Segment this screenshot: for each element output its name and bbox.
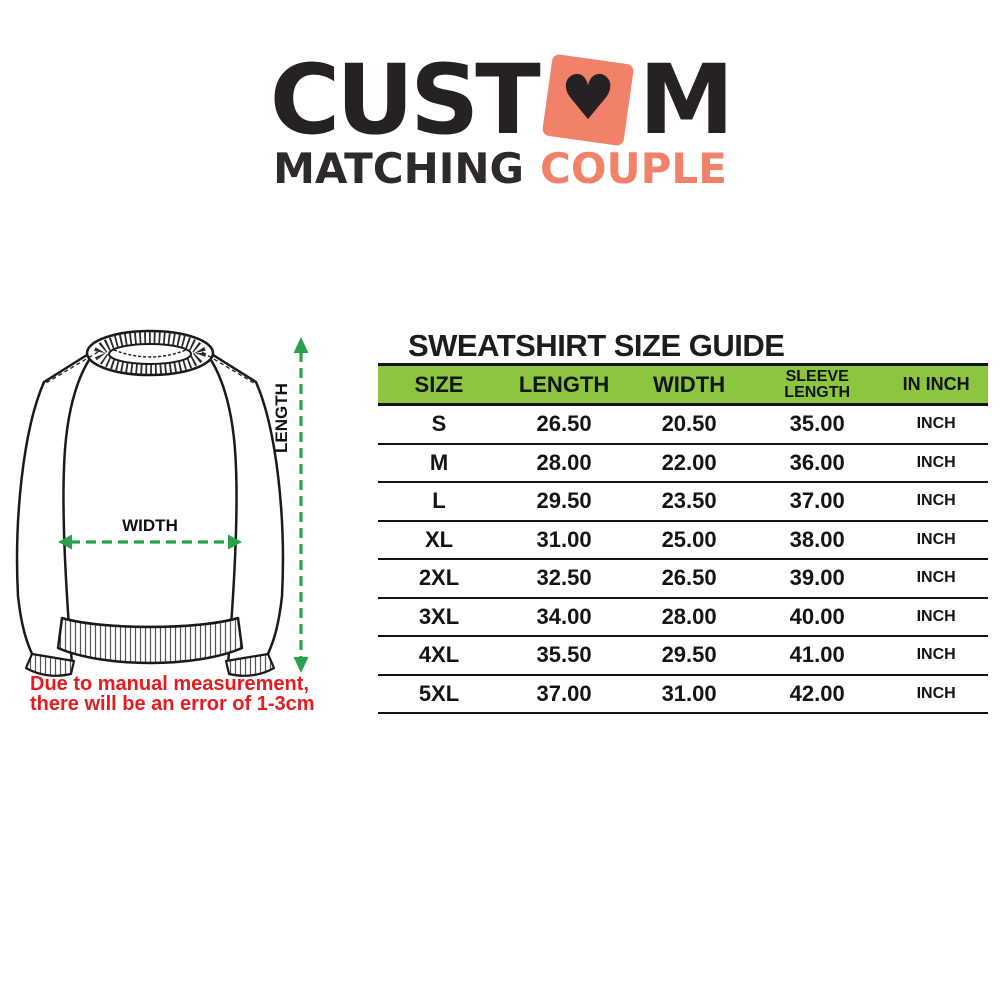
cell-size: M [429,449,449,475]
right-shoulder-seam [201,351,255,384]
cell-length: 37.00 [536,680,592,706]
cell-sleeve: 41.00 [789,642,845,668]
cell-unit: INCH [916,607,956,625]
cell-sleeve: 42.00 [789,680,845,706]
cell-sleeve: 35.00 [789,411,845,437]
disclaimer-line-1: Due to manual measurement, [30,673,309,695]
cell-length: 34.00 [536,603,592,629]
cell-size: 5XL [418,680,460,706]
cell-sleeve: 39.00 [789,565,845,591]
width-arrow [58,534,242,550]
cell-sleeve: 38.00 [789,526,845,552]
cell-length: 35.50 [536,642,592,668]
heart-icon: ♥ [560,61,616,135]
tagline-couple: COUPLE [540,144,727,194]
cell-size: 2XL [418,565,460,591]
cell-length: 26.50 [536,411,592,437]
cell-size: XL [424,526,454,552]
cell-length: 29.50 [536,488,592,514]
cell-unit: INCH [916,646,956,664]
cell-unit: INCH [916,492,956,510]
heart-square-icon: ♥ [541,53,635,147]
cell-width: 22.00 [661,449,717,475]
cell-unit: INCH [916,453,956,471]
cell-size: S [431,411,447,437]
brand-logo: CUST ♥ M MATCHING COUPLE [0,44,1000,190]
table-row: 2XL 32.50 26.50 39.00 INCH [378,560,988,599]
cell-sleeve: 36.00 [789,449,845,475]
brand-tagline: MATCHING COUPLE [0,148,1000,190]
brand-word-suffix: M [638,44,735,156]
table-row: XL 31.00 25.00 38.00 INCH [378,522,988,560]
cell-size: L [432,488,446,514]
cell-length: 32.50 [536,565,592,591]
cell-unit: INCH [916,684,956,702]
left-shoulder-seam [45,351,99,384]
cell-width: 31.00 [661,680,717,706]
size-guide-table: SWEATSHIRT SIZE GUIDE SIZE LENGTH WIDTH … [378,329,988,714]
sweatshirt-left-cuff [24,652,76,677]
length-arrow [293,337,309,673]
table-row: 5XL 37.00 31.00 42.00 INCH [378,676,988,714]
cell-width: 25.00 [661,526,717,552]
disclaimer-line-2: there will be an error of 1-3cm [30,693,315,715]
cell-width: 23.50 [661,488,717,514]
collar-inner [108,343,192,365]
cell-unit: INCH [916,569,956,587]
cell-sleeve: 40.00 [789,603,845,629]
table-row: 4XL 35.50 29.50 41.00 INCH [378,637,988,676]
table-row: M 28.00 22.00 36.00 INCH [378,445,988,483]
table-row: S 26.50 20.50 35.00 INCH [378,406,988,445]
measurement-disclaimer: Due to manual measurement, there will be… [30,674,350,714]
header-sleeve-length: SLEEVE LENGTH [784,367,851,401]
cell-length: 28.00 [536,449,592,475]
cell-width: 20.50 [661,411,717,437]
cell-length: 31.00 [536,526,592,552]
collar-rib-band [94,332,206,374]
table-row: L 29.50 23.50 37.00 INCH [378,483,988,522]
tagline-matching: MATCHING [273,144,525,194]
sweatshirt-hem-band [56,616,244,665]
length-arrow-label: LENGTH [272,383,291,453]
cell-size: 3XL [418,603,460,629]
header-size: SIZE [414,371,464,397]
cell-width: 29.50 [661,642,717,668]
cell-width: 28.00 [661,603,717,629]
collar-back-seam [113,349,187,358]
width-arrow-label: WIDTH [122,516,178,535]
cell-width: 26.50 [661,565,717,591]
size-guide-title: SWEATSHIRT SIZE GUIDE [408,328,785,363]
cell-size: 4XL [418,642,460,668]
table-header-row: SIZE LENGTH WIDTH SLEEVE LENGTH IN INCH [378,363,988,406]
brand-wordmark: CUST ♥ M [0,44,1000,156]
table-row: 3XL 34.00 28.00 40.00 INCH [378,599,988,637]
sweatshirt-right-cuff [224,652,276,677]
sweatshirt-measurement-diagram: WIDTH LENGTH [15,329,309,677]
header-width: WIDTH [653,371,726,397]
brand-word-prefix: CUST [269,44,541,156]
header-in-inch: IN INCH [902,374,970,394]
cell-unit: INCH [916,415,956,433]
cell-unit: INCH [916,530,956,548]
cell-sleeve: 37.00 [789,488,845,514]
header-length: LENGTH [518,371,610,397]
